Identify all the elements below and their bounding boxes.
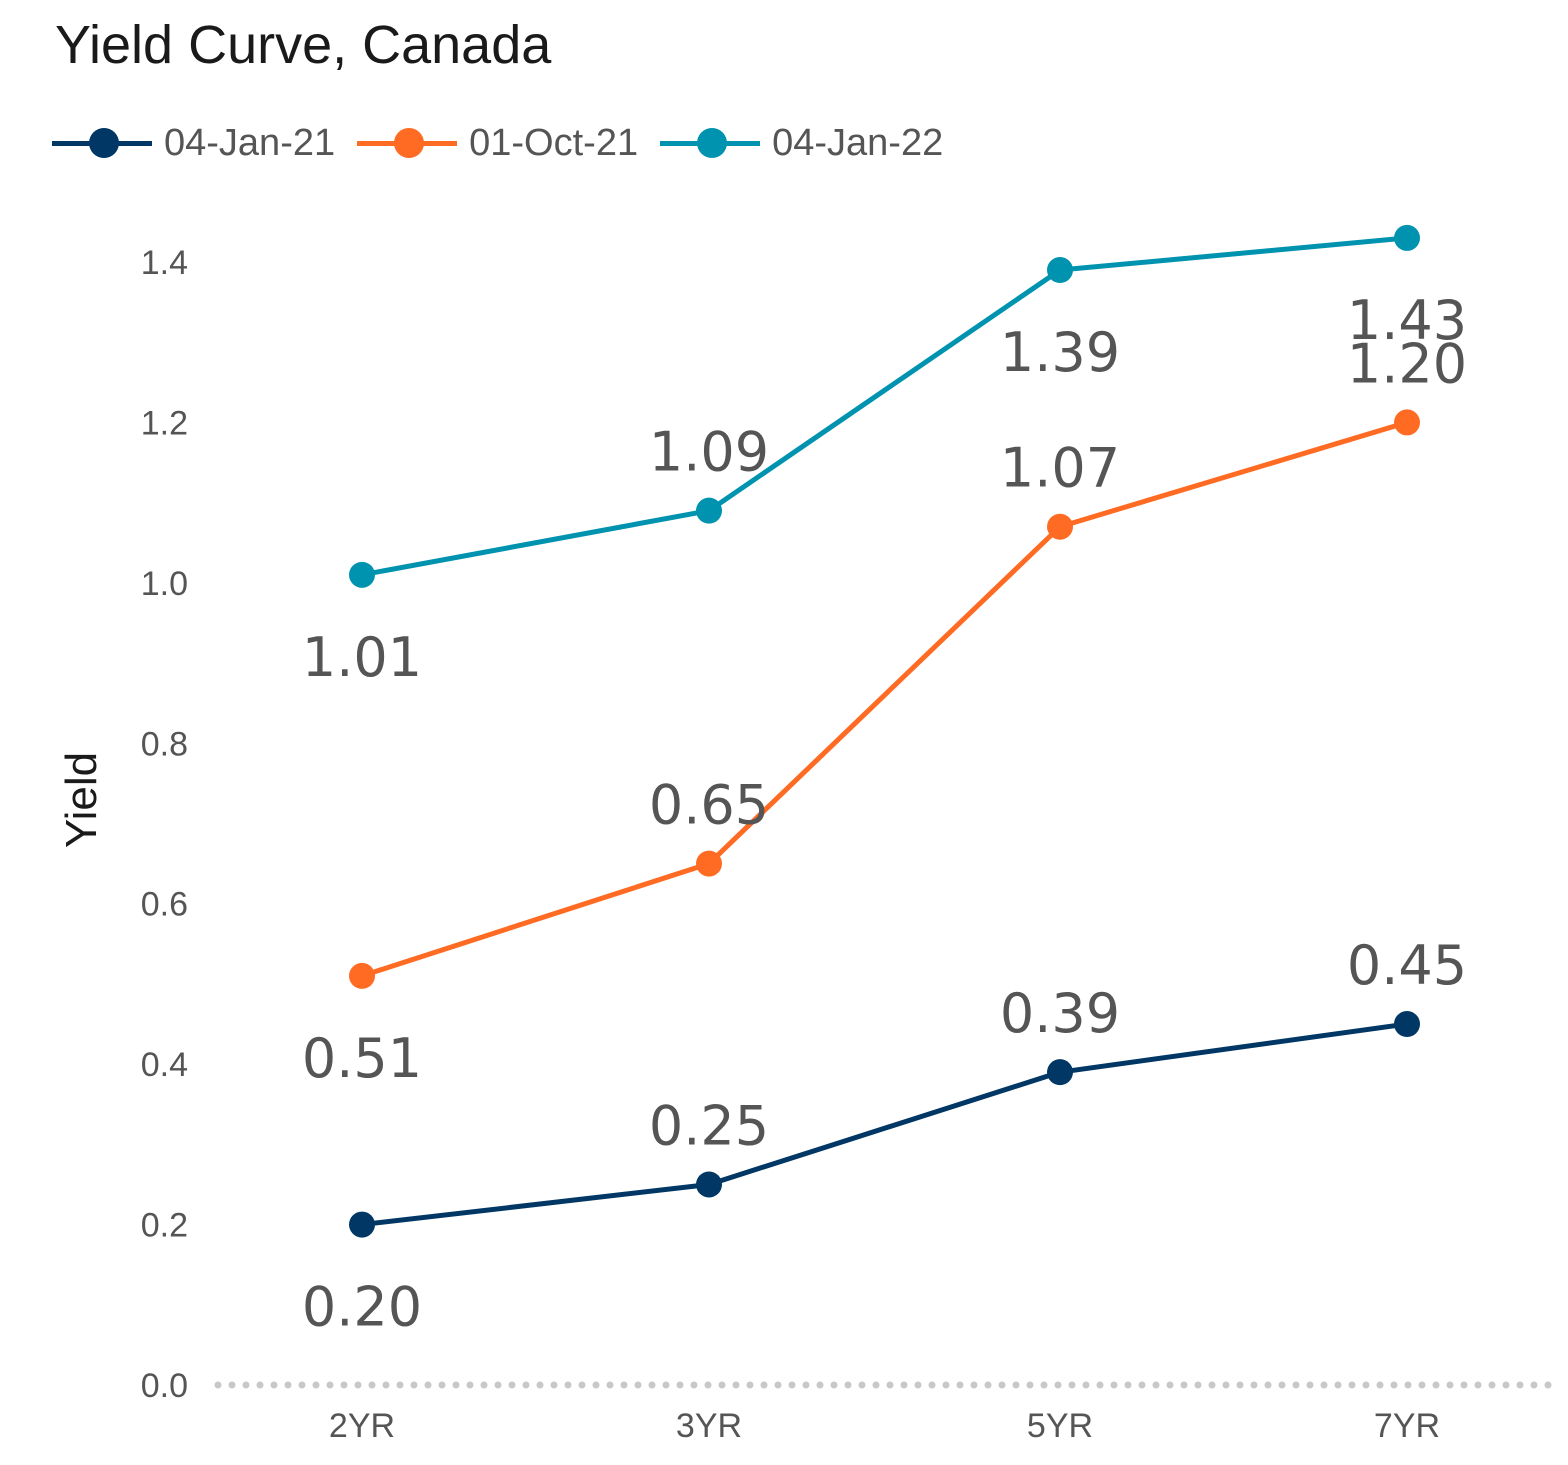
data-label: 0.51 [302,1027,422,1090]
data-point [349,561,375,588]
data-label: 0.39 [1000,982,1120,1045]
data-point [1047,1059,1073,1086]
data-label: 1.07 [1000,437,1120,500]
data-label: 1.20 [1347,332,1467,395]
data-label: 1.39 [1000,321,1120,384]
data-point [696,497,722,524]
data-point [1394,1011,1420,1038]
data-label: 0.65 [649,774,769,837]
chart-title: Yield Curve, Canada [55,15,552,75]
y-axis-title: Yield [57,752,106,848]
y-tick-label: 0.6 [141,886,188,924]
legend-label: 04-Jan-22 [772,121,944,164]
series-line [361,420,1408,979]
series-line [361,1021,1408,1228]
data-point [696,850,722,877]
legend-label: 01-Oct-21 [469,121,639,164]
x-tick-label: 2YR [329,1407,395,1445]
data-label: 1.43 [1347,289,1467,352]
data-point [696,1171,722,1198]
data-label: 0.20 [302,1276,422,1339]
data-point [349,962,375,989]
data-point [349,1211,375,1238]
y-tick-label: 0.2 [141,1207,188,1245]
legend-item-series-0[interactable]: 04-Jan-21 [52,122,335,165]
data-label: 0.45 [1347,934,1467,997]
legend-marker-icon [357,128,458,158]
x-tick-label: 3YR [676,1407,742,1445]
y-tick-label: 0.0 [141,1367,188,1405]
legend: 04-Jan-21 01-Oct-21 04-Jan-22 [52,118,965,168]
y-tick-label: 1.2 [141,404,188,442]
data-point [1047,257,1073,284]
data-label: 1.01 [302,626,422,689]
y-tick-label: 0.8 [141,725,188,763]
data-point [1394,224,1420,251]
y-tick-label: 1.0 [141,565,188,603]
data-label: 1.09 [649,421,769,484]
y-tick-label: 0.4 [141,1046,188,1084]
legend-marker-icon [52,128,152,158]
legend-label: 04-Jan-21 [164,121,336,164]
series-line [361,235,1408,578]
x-tick-label: 7YR [1374,1407,1440,1445]
x-tick-label: 5YR [1027,1407,1093,1445]
data-point [1047,513,1073,540]
legend-item-series-2[interactable]: 04-Jan-22 [660,122,943,165]
y-tick-label: 1.4 [141,244,188,282]
data-label: 0.25 [649,1094,769,1157]
legend-marker-icon [660,128,761,158]
legend-item-series-1[interactable]: 01-Oct-21 [357,122,638,165]
data-point [1394,409,1420,436]
